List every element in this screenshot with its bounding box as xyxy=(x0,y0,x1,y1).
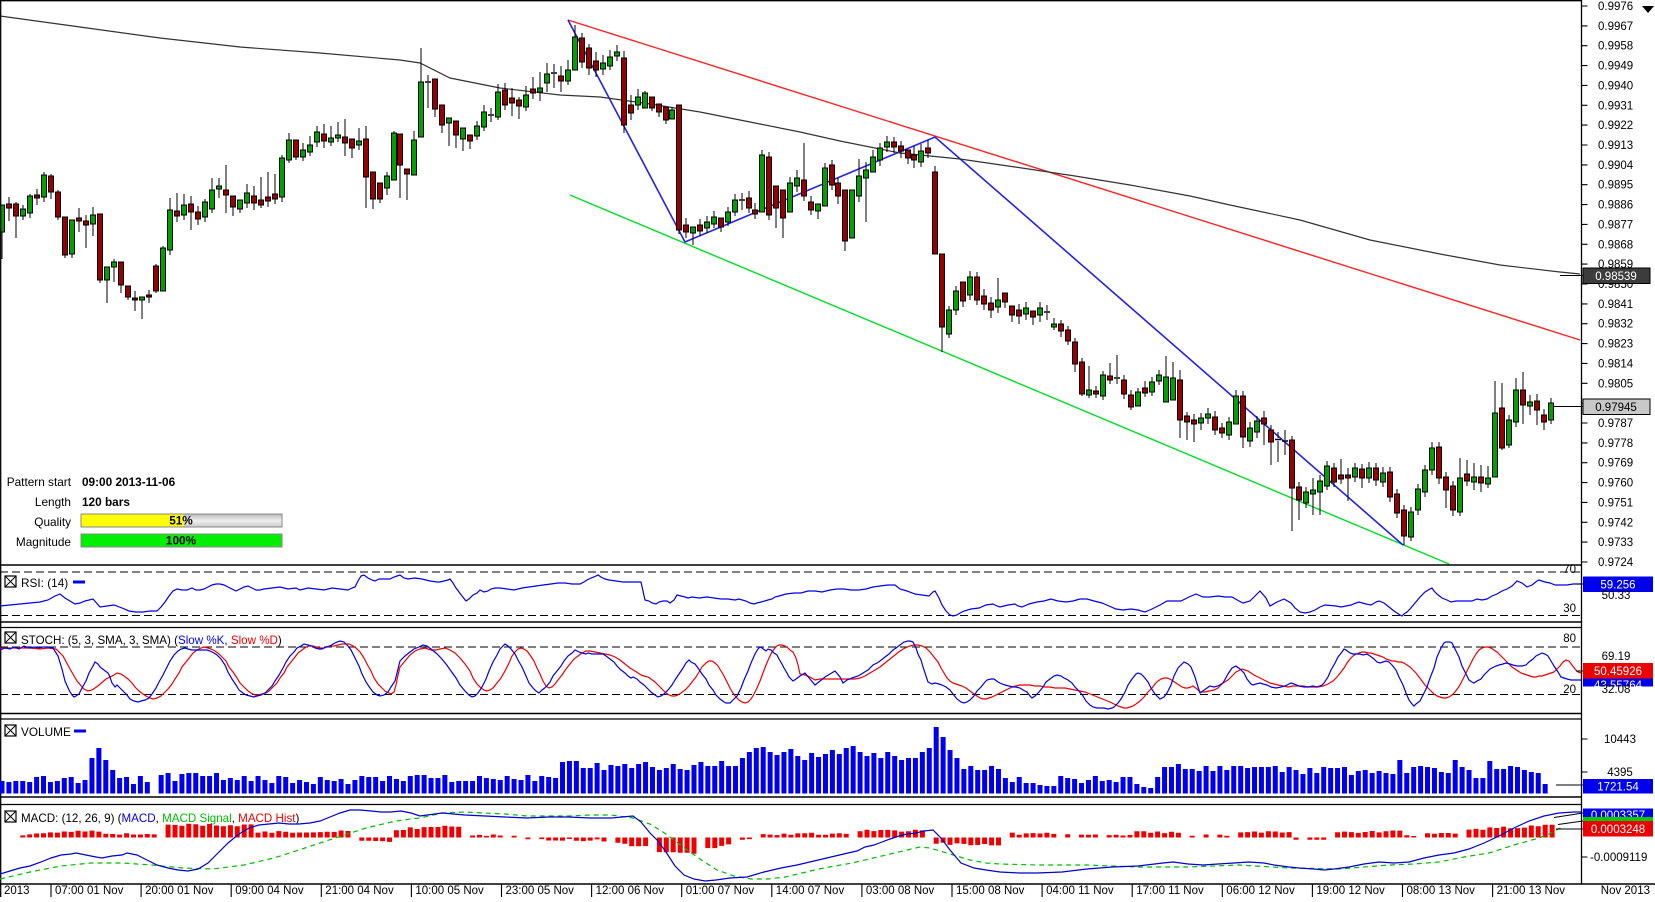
svg-text:4395: 4395 xyxy=(1607,767,1633,779)
svg-text:08:00 13 Nov: 08:00 13 Nov xyxy=(1407,885,1476,897)
svg-text:0.9904: 0.9904 xyxy=(1598,160,1634,172)
svg-text:Magnitude: Magnitude xyxy=(16,535,72,549)
svg-text:0.9868: 0.9868 xyxy=(1598,239,1633,251)
svg-text:0.98539: 0.98539 xyxy=(1595,271,1637,283)
svg-text:09:00 2013-11-06: 09:00 2013-11-06 xyxy=(82,475,176,489)
svg-text:0.9877: 0.9877 xyxy=(1598,219,1633,231)
svg-text:50.33: 50.33 xyxy=(1602,590,1631,602)
svg-text:59.256: 59.256 xyxy=(1600,580,1635,592)
svg-text:Length: Length xyxy=(35,495,71,509)
svg-text:-0.0009119: -0.0009119 xyxy=(1590,852,1647,864)
svg-text:21:00 04 Nov: 21:00 04 Nov xyxy=(325,885,394,897)
svg-text:0.9787: 0.9787 xyxy=(1598,418,1633,430)
svg-text:06:00 12 Nov: 06:00 12 Nov xyxy=(1226,885,1295,897)
svg-text:0.9976: 0.9976 xyxy=(1598,1,1633,13)
svg-text:0.9895: 0.9895 xyxy=(1598,180,1633,192)
svg-text:2013: 2013 xyxy=(4,885,30,897)
svg-text:Pattern start: Pattern start xyxy=(7,475,72,489)
svg-text:0.9769: 0.9769 xyxy=(1598,458,1633,470)
svg-text:0.9823: 0.9823 xyxy=(1598,339,1633,351)
svg-text:0.9832: 0.9832 xyxy=(1598,319,1633,331)
svg-text:MACD: (12, 26, 9) (MACD, MACD: MACD: (12, 26, 9) (MACD, MACD Signal, MA… xyxy=(21,812,299,825)
svg-text:Quality: Quality xyxy=(34,515,71,529)
svg-text:0.9931: 0.9931 xyxy=(1598,100,1633,112)
svg-text:20:00 01 Nov: 20:00 01 Nov xyxy=(145,885,214,897)
svg-text:1721.54: 1721.54 xyxy=(1597,782,1639,794)
svg-text:100%: 100% xyxy=(166,534,197,548)
svg-text:09:00 04 Nov: 09:00 04 Nov xyxy=(235,885,304,897)
svg-text:15:00 08 Nov: 15:00 08 Nov xyxy=(956,885,1025,897)
svg-text:0.9913: 0.9913 xyxy=(1598,140,1633,152)
svg-text:0.9724: 0.9724 xyxy=(1598,557,1634,569)
svg-text:04:00 11 Nov: 04:00 11 Nov xyxy=(1046,885,1114,897)
svg-text:69.19: 69.19 xyxy=(1602,651,1631,663)
svg-text:12:00 06 Nov: 12:00 06 Nov xyxy=(596,885,665,897)
svg-text:10443: 10443 xyxy=(1604,734,1636,746)
svg-text:23:00 05 Nov: 23:00 05 Nov xyxy=(506,885,575,897)
svg-text:0.97945: 0.97945 xyxy=(1595,402,1637,414)
svg-text:0.9742: 0.9742 xyxy=(1598,517,1633,529)
svg-text:0.9805: 0.9805 xyxy=(1598,378,1633,390)
svg-text:17:00 11 Nov: 17:00 11 Nov xyxy=(1136,885,1204,897)
svg-text:21:00 13 Nov: 21:00 13 Nov xyxy=(1497,885,1566,897)
svg-text:0.9733: 0.9733 xyxy=(1598,537,1633,549)
svg-text:0.9751: 0.9751 xyxy=(1598,497,1633,509)
svg-text:0.9886: 0.9886 xyxy=(1598,200,1633,212)
svg-text:43.55764: 43.55764 xyxy=(1594,680,1643,692)
svg-text:RSI: (14): RSI: (14) xyxy=(21,576,68,590)
svg-text:0.9958: 0.9958 xyxy=(1598,41,1633,53)
svg-text:0.9778: 0.9778 xyxy=(1598,438,1633,450)
svg-text:0.9814: 0.9814 xyxy=(1598,358,1634,370)
svg-text:120 bars: 120 bars xyxy=(82,495,130,509)
svg-text:0.0003248: 0.0003248 xyxy=(1591,824,1645,836)
svg-text:70: 70 xyxy=(1563,564,1576,576)
svg-text:51%: 51% xyxy=(169,514,193,528)
svg-text:0.0003357: 0.0003357 xyxy=(1591,810,1645,822)
svg-text:VOLUME: VOLUME xyxy=(21,725,71,739)
svg-text:01:00 07 Nov: 01:00 07 Nov xyxy=(686,885,755,897)
svg-text:14:00 07 Nov: 14:00 07 Nov xyxy=(776,885,845,897)
svg-text:20: 20 xyxy=(1563,684,1576,696)
svg-text:0.9760: 0.9760 xyxy=(1598,478,1633,490)
svg-text:0.9940: 0.9940 xyxy=(1598,80,1633,92)
svg-text:50.45926: 50.45926 xyxy=(1594,666,1642,678)
svg-text:STOCH: (5, 3, SMA, 3, SMA) (Sl: STOCH: (5, 3, SMA, 3, SMA) (Slow %K, Slo… xyxy=(21,634,282,647)
svg-text:19:00 12 Nov: 19:00 12 Nov xyxy=(1316,885,1385,897)
svg-text:07:00 01 Nov: 07:00 01 Nov xyxy=(55,885,124,897)
svg-text:0.9841: 0.9841 xyxy=(1598,299,1633,311)
svg-text:03:00 08 Nov: 03:00 08 Nov xyxy=(866,885,935,897)
svg-text:32.08: 32.08 xyxy=(1602,684,1631,696)
svg-text:0.9922: 0.9922 xyxy=(1598,120,1633,132)
svg-text:30: 30 xyxy=(1563,603,1576,615)
svg-text:80: 80 xyxy=(1563,633,1576,645)
svg-text:0.9949: 0.9949 xyxy=(1598,61,1633,73)
svg-text:10:00 05 Nov: 10:00 05 Nov xyxy=(415,885,484,897)
svg-text:0.9967: 0.9967 xyxy=(1598,21,1633,33)
svg-text:Nov 2013: Nov 2013 xyxy=(1601,885,1650,897)
